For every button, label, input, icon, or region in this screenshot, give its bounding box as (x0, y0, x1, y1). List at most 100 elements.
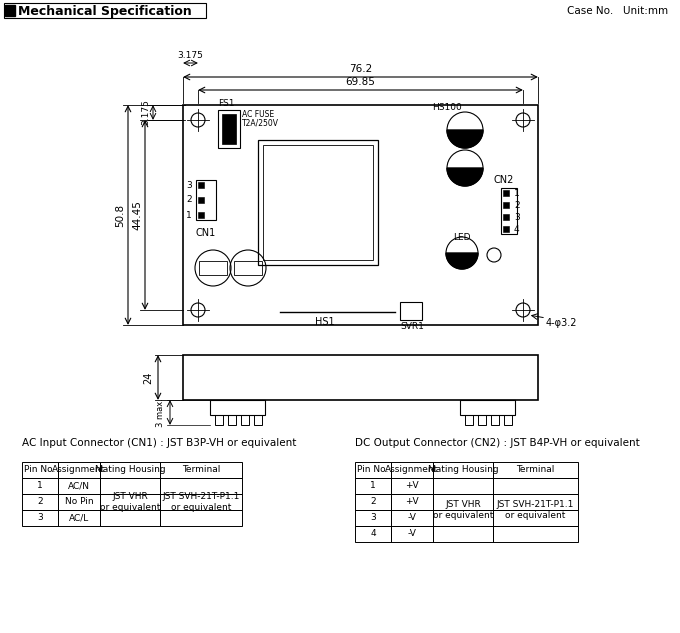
Text: +V: +V (405, 498, 419, 506)
Bar (391, 526, 433, 542)
Text: 4: 4 (370, 529, 376, 539)
Text: -V: -V (407, 513, 416, 522)
Bar (503, 226, 509, 232)
Bar (160, 510, 242, 526)
Text: Assignment: Assignment (52, 465, 105, 475)
Text: 2: 2 (186, 196, 192, 204)
Text: AC Input Connector (CN1) : JST B3P-VH or equivalent: AC Input Connector (CN1) : JST B3P-VH or… (22, 438, 296, 448)
Text: Mating Housing: Mating Housing (95, 465, 165, 475)
Bar (355, 494, 391, 510)
Bar (465, 415, 473, 425)
Bar (160, 462, 242, 478)
Bar (210, 400, 265, 415)
Text: 1: 1 (514, 189, 520, 197)
Text: 69.85: 69.85 (345, 77, 375, 87)
Bar (198, 212, 204, 218)
Text: Mating Housing: Mating Housing (428, 465, 498, 475)
Bar (504, 415, 512, 425)
Bar (183, 105, 538, 325)
Circle shape (446, 237, 478, 269)
Bar (4, 3, 206, 18)
Text: SVR1: SVR1 (400, 322, 424, 331)
Bar (160, 478, 242, 494)
Text: JST VHR
or equivalent: JST VHR or equivalent (432, 499, 493, 520)
Text: AC/N: AC/N (68, 482, 90, 491)
Bar (400, 302, 422, 320)
Bar (433, 494, 493, 510)
Text: 3: 3 (370, 513, 376, 522)
Bar (433, 478, 493, 494)
Polygon shape (447, 168, 483, 186)
Text: 1: 1 (186, 211, 192, 220)
Text: No Pin: No Pin (65, 498, 93, 506)
Bar (258, 140, 378, 265)
Bar (493, 526, 578, 542)
Text: 1: 1 (370, 482, 376, 491)
Bar (100, 510, 160, 526)
Bar (493, 510, 578, 526)
Bar (58, 494, 100, 510)
Bar (199, 261, 227, 275)
Bar (22, 462, 58, 478)
Text: AC/L: AC/L (69, 513, 89, 522)
Circle shape (447, 112, 483, 148)
Bar (355, 526, 391, 542)
Text: AC FUSE: AC FUSE (242, 110, 274, 119)
Text: 4-φ3.2: 4-φ3.2 (546, 318, 577, 328)
Bar (491, 415, 499, 425)
Bar (100, 462, 160, 478)
Text: Terminal: Terminal (516, 465, 555, 475)
Bar (493, 478, 578, 494)
Text: Mechanical Specification: Mechanical Specification (18, 4, 192, 18)
Text: 3.175: 3.175 (141, 99, 150, 125)
Bar (433, 526, 493, 542)
Bar (503, 190, 509, 196)
Bar (234, 261, 262, 275)
Text: JST SVH-21T-P1.1
or equivalent: JST SVH-21T-P1.1 or equivalent (163, 492, 239, 512)
Text: CN2: CN2 (493, 175, 513, 185)
Bar (355, 462, 391, 478)
Bar (493, 494, 578, 510)
Text: +V: +V (405, 482, 419, 491)
Polygon shape (447, 130, 483, 148)
Bar (254, 415, 262, 425)
Circle shape (447, 150, 483, 186)
Text: JST VHR
or equivalent: JST VHR or equivalent (100, 492, 160, 512)
Bar (100, 494, 160, 510)
Text: CN1: CN1 (196, 228, 216, 238)
Bar (198, 197, 204, 203)
Bar (391, 510, 433, 526)
Text: HS1: HS1 (316, 317, 335, 327)
Text: Case No.   Unit:mm: Case No. Unit:mm (567, 6, 668, 16)
Text: 3.175: 3.175 (177, 51, 203, 60)
Bar (241, 415, 249, 425)
Bar (501, 188, 517, 234)
Text: 2: 2 (514, 201, 520, 210)
Bar (391, 462, 433, 478)
Bar (58, 510, 100, 526)
Text: 1: 1 (37, 482, 43, 491)
Bar (196, 180, 216, 220)
Bar (222, 114, 236, 144)
Text: 24: 24 (143, 372, 153, 384)
Text: 44.45: 44.45 (132, 200, 142, 230)
Text: 2: 2 (37, 498, 43, 506)
Bar (503, 214, 509, 220)
Bar (100, 478, 160, 494)
Bar (433, 462, 493, 478)
Bar (355, 478, 391, 494)
Text: 2: 2 (370, 498, 376, 506)
Bar (391, 478, 433, 494)
Bar (58, 462, 100, 478)
Bar (218, 110, 240, 148)
Text: T2A/250V: T2A/250V (242, 118, 279, 127)
Bar (493, 462, 578, 478)
Text: 3: 3 (186, 182, 192, 191)
Text: FS1: FS1 (218, 99, 235, 108)
Bar (22, 478, 58, 494)
Text: 50.8: 50.8 (115, 203, 125, 227)
Bar (433, 510, 493, 526)
Bar (58, 478, 100, 494)
Bar (22, 494, 58, 510)
Text: DC Output Connector (CN2) : JST B4P-VH or equivalent: DC Output Connector (CN2) : JST B4P-VH o… (355, 438, 640, 448)
